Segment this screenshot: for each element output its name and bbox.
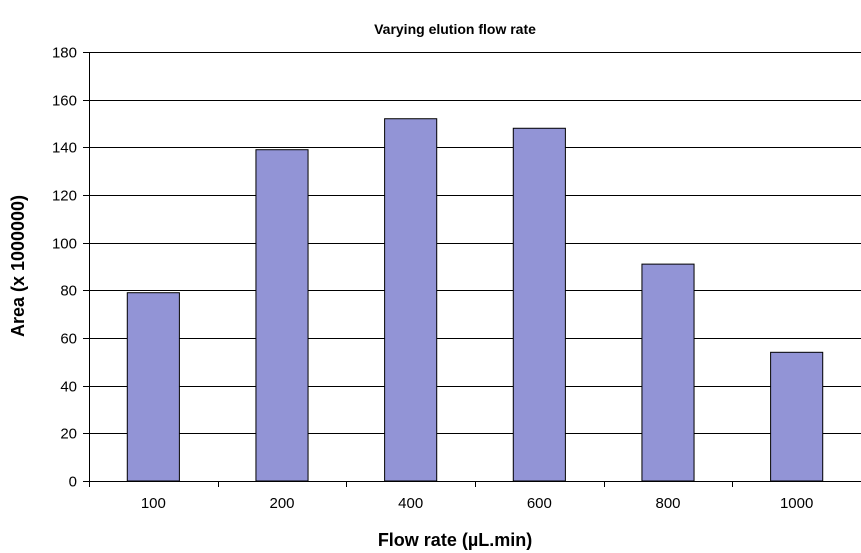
y-tick-label: 180 xyxy=(52,45,77,62)
x-tick-label: 800 xyxy=(655,495,680,512)
y-tick-label: 40 xyxy=(60,379,77,396)
y-tick-label: 100 xyxy=(52,236,77,253)
y-tick-labels: 0 20 40 60 80 100 120 140 160 180 xyxy=(52,45,77,491)
x-tick-label: 600 xyxy=(527,495,552,512)
x-tick-label: 400 xyxy=(398,495,423,512)
bar xyxy=(512,127,566,482)
x-tick-label: 1000 xyxy=(780,495,813,512)
y-tick-label: 60 xyxy=(60,331,77,348)
x-tick-label: 200 xyxy=(269,495,294,512)
x-axis-title: Flow rate (µL.min) xyxy=(378,530,532,550)
gridlines xyxy=(89,52,861,434)
bar xyxy=(255,149,309,482)
bar xyxy=(770,351,824,482)
y-tick-label: 0 xyxy=(69,474,77,491)
y-tick-label: 20 xyxy=(60,426,77,443)
axes xyxy=(83,52,861,487)
x-tick-label: 100 xyxy=(141,495,166,512)
bars xyxy=(126,118,824,482)
y-tick-label: 140 xyxy=(52,140,77,157)
y-axis-title: Area (x 1000000) xyxy=(8,195,28,337)
bar xyxy=(641,263,695,482)
y-tick-label: 160 xyxy=(52,93,77,110)
x-tick-labels: 100 200 400 600 800 1000 xyxy=(141,495,814,512)
chart-title: Varying elution flow rate xyxy=(374,21,536,37)
bar xyxy=(126,292,180,482)
y-tick-label: 120 xyxy=(52,188,77,205)
y-tick-label: 80 xyxy=(60,283,77,300)
bar xyxy=(384,118,438,482)
